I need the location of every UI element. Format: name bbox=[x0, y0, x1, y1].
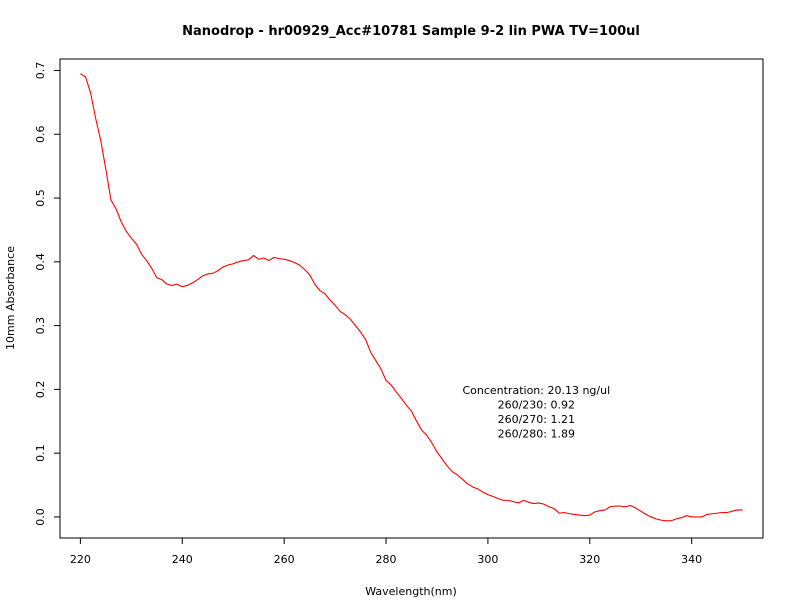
annotation-line: 260/230: 0.92 bbox=[498, 399, 575, 412]
annotation-line: Concentration: 20.13 ng/ul bbox=[462, 384, 610, 397]
absorbance-series-line bbox=[80, 73, 743, 522]
x-tick-label: 340 bbox=[681, 553, 702, 566]
x-axis-label: Wavelength(nm) bbox=[365, 585, 457, 598]
annotation-line: 260/280: 1.89 bbox=[498, 428, 575, 441]
y-tick-label: 0.0 bbox=[34, 508, 47, 526]
y-tick-label: 0.1 bbox=[34, 444, 47, 462]
y-tick-label: 0.5 bbox=[34, 189, 47, 207]
x-tick-label: 260 bbox=[274, 553, 295, 566]
chart-title: Nanodrop - hr00929_Acc#10781 Sample 9-2 … bbox=[182, 24, 640, 39]
annotation-line: 260/270: 1.21 bbox=[498, 413, 575, 426]
x-tick-label: 280 bbox=[376, 553, 397, 566]
y-tick-label: 0.4 bbox=[34, 253, 47, 271]
x-axis: 220 240 260 280 300 320 340 bbox=[70, 537, 702, 566]
y-axis: 0.0 0.1 0.2 0.3 0.4 0.5 0.6 0.7 bbox=[34, 62, 61, 526]
y-tick-label: 0.3 bbox=[34, 317, 47, 335]
y-axis-label: 10mm Absorbance bbox=[4, 246, 17, 350]
y-tick-label: 0.2 bbox=[34, 381, 47, 399]
x-tick-label: 220 bbox=[70, 553, 91, 566]
y-tick-label: 0.7 bbox=[34, 62, 47, 80]
x-tick-label: 300 bbox=[477, 553, 498, 566]
y-tick-label: 0.6 bbox=[34, 126, 47, 144]
x-tick-label: 320 bbox=[579, 553, 600, 566]
x-tick-label: 240 bbox=[172, 553, 193, 566]
